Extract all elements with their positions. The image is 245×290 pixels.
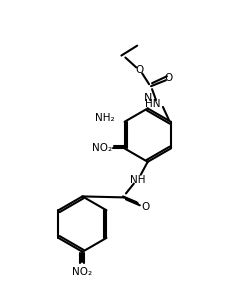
Text: O: O xyxy=(165,73,173,83)
Text: NO₂: NO₂ xyxy=(92,144,112,153)
Text: O: O xyxy=(142,202,150,212)
Text: N: N xyxy=(144,93,152,104)
Text: O: O xyxy=(135,65,143,75)
Text: NH: NH xyxy=(130,175,146,185)
Text: NH₂: NH₂ xyxy=(95,113,115,123)
Text: HN: HN xyxy=(146,99,161,109)
Text: NO₂: NO₂ xyxy=(72,267,93,277)
